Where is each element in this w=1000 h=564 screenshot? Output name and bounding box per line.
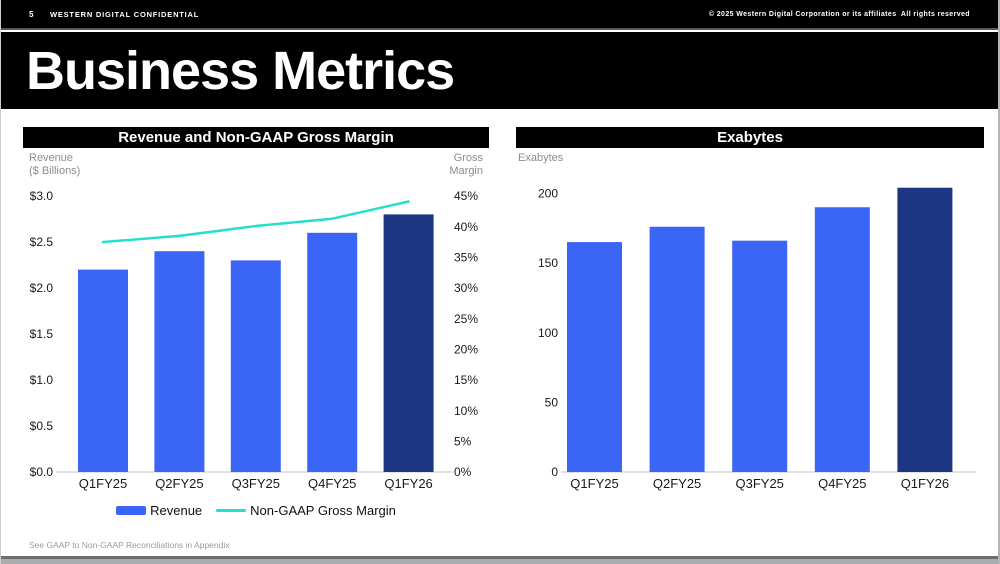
right-axis-tick: 0% bbox=[454, 465, 472, 479]
category-label: Q1FY26 bbox=[384, 476, 432, 491]
y-axis-tick: 200 bbox=[538, 187, 558, 201]
category-label: Q4FY25 bbox=[308, 476, 356, 491]
exabytes-chart: 0 50 100 150 200 Q1FY25 Q2FY25 Q3FY25 Q4FY25 Q1FY… bbox=[538, 187, 976, 491]
page-number: 5 bbox=[29, 9, 34, 19]
left-axis-tick: $3.0 bbox=[30, 189, 54, 203]
revenue-bar-Q1FY26 bbox=[383, 214, 434, 472]
revenue-bar-Q2FY25 bbox=[154, 251, 205, 472]
category-label: Q1FY25 bbox=[79, 476, 127, 491]
exabytes-axis-title: Exabytes bbox=[518, 152, 564, 164]
page-title: Business Metrics bbox=[26, 40, 455, 101]
right-axis-tick: 5% bbox=[454, 435, 472, 449]
left-axis-tick: $2.0 bbox=[30, 281, 54, 295]
right-axis-tick: 10% bbox=[454, 404, 478, 418]
exabytes-bar-Q3FY25 bbox=[732, 240, 788, 472]
slide-bottom-shadow bbox=[1, 559, 998, 564]
y-axis-tick: 0 bbox=[551, 465, 558, 479]
chart-legend: Revenue Non-GAAP Gross Margin bbox=[23, 501, 489, 519]
legend-item-gross-margin: Non-GAAP Gross Margin bbox=[216, 503, 396, 518]
right-axis-tick: 35% bbox=[454, 251, 478, 265]
right-axis-tick: 30% bbox=[454, 281, 478, 295]
left-axis-tick: $1.0 bbox=[30, 373, 54, 387]
category-label: Q3FY25 bbox=[735, 476, 783, 491]
right-axis-tick: 40% bbox=[454, 220, 478, 234]
left-axis-tick: $1.5 bbox=[30, 327, 54, 341]
right-axis-tick: 45% bbox=[454, 189, 478, 203]
exabytes-bar-Q4FY25 bbox=[814, 207, 870, 473]
right-axis-tick: 15% bbox=[454, 373, 478, 387]
top-confidential-bar: 5 WESTERN DIGITAL CONFIDENTIAL © 2025 We… bbox=[1, 0, 998, 30]
slide-bottom-edge bbox=[1, 556, 998, 559]
left-axis-tick: $0.5 bbox=[30, 419, 54, 433]
gaap-footnote: See GAAP to Non-GAAP Reconciliations in … bbox=[29, 540, 230, 550]
left-axis-tick: $2.5 bbox=[30, 235, 54, 249]
exabytes-bar-Q1FY26 bbox=[897, 187, 953, 472]
copyright-text: © 2025 Western Digital Corporation or it… bbox=[708, 10, 970, 18]
category-label: Q2FY25 bbox=[653, 476, 701, 491]
revenue-bar-Q3FY25 bbox=[230, 260, 281, 472]
gross-margin-legend-line bbox=[216, 508, 247, 512]
category-label: Q1FY26 bbox=[901, 476, 949, 491]
revenue-legend-label: Revenue bbox=[150, 502, 203, 518]
left-axis-tick: $0.0 bbox=[30, 465, 54, 479]
right-axis-title: Gross Margin bbox=[449, 152, 483, 177]
legend-item-revenue: Revenue bbox=[116, 503, 202, 518]
category-label: Q3FY25 bbox=[232, 476, 280, 491]
title-bar: Business Metrics bbox=[1, 32, 998, 109]
right-axis-tick: 25% bbox=[454, 312, 478, 326]
exabytes-chart-header: Exabytes bbox=[516, 127, 984, 148]
category-label: Q2FY25 bbox=[155, 476, 203, 491]
right-axis-tick: 20% bbox=[454, 343, 478, 357]
revenue-legend-swatch bbox=[116, 505, 147, 515]
y-axis-tick: 100 bbox=[538, 326, 558, 340]
exabytes-bar-Q1FY25 bbox=[567, 242, 622, 472]
revenue-chart-header: Revenue and Non-GAAP Gross Margin bbox=[23, 127, 489, 148]
exabytes-bar-Q2FY25 bbox=[649, 226, 705, 472]
confidential-label: WESTERN DIGITAL CONFIDENTIAL bbox=[49, 9, 200, 19]
revenue-bar-Q4FY25 bbox=[307, 232, 358, 472]
category-label: Q4FY25 bbox=[818, 476, 866, 491]
left-axis-title: Revenue ($ Billions) bbox=[29, 152, 81, 177]
y-axis-tick: 150 bbox=[538, 256, 558, 270]
category-label: Q1FY25 bbox=[570, 476, 618, 491]
gross-margin-legend-label: Non-GAAP Gross Margin bbox=[250, 502, 396, 518]
y-axis-tick: 50 bbox=[545, 396, 559, 410]
gross-margin-line bbox=[101, 200, 410, 244]
revenue-bar-Q1FY25 bbox=[78, 269, 128, 472]
revenue-margin-chart: $0.0 $0.5 $1.0 $1.5 $2.0 $2.5 $3.0 0% 5% 10% 15% 20… bbox=[30, 189, 479, 491]
